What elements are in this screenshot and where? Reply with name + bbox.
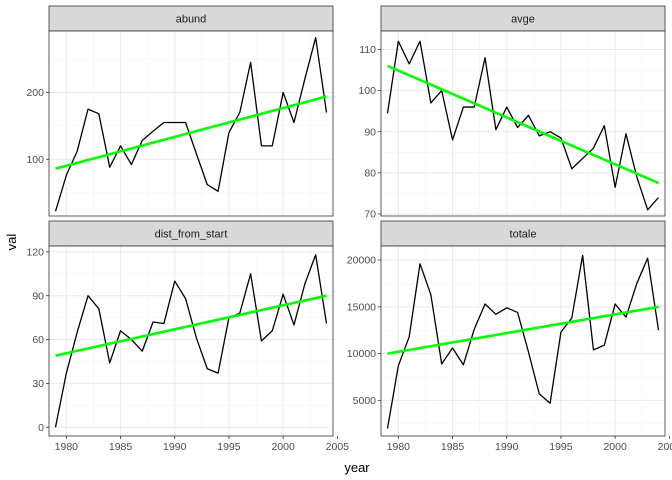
series-line	[54, 37, 328, 212]
trend-line	[55, 95, 327, 170]
series-line	[54, 254, 328, 428]
y-tick-label: 90	[364, 126, 376, 138]
panel-background	[49, 31, 333, 216]
panel-border	[380, 30, 666, 217]
y-tick-label: 110	[359, 44, 376, 56]
facet-label: avge	[511, 14, 535, 26]
y-tick-label: 70	[364, 209, 376, 221]
facet-strip	[48, 5, 334, 32]
panels-layer: abund 100 200 avge 70 80 90 100 110 dist_from_sta…	[26, 5, 672, 453]
x-tick-label: 1980	[55, 441, 79, 453]
x-tick-label: 1995	[217, 441, 241, 453]
y-tick-label: 30	[32, 378, 44, 390]
panel-totale: totale 5000 10000 15000 20000 1980 1985 1990 199…	[347, 220, 672, 453]
trend-line	[55, 294, 327, 357]
x-tick-label: 1985	[441, 441, 465, 453]
y-tick-label: 80	[364, 167, 376, 179]
series-line	[386, 40, 659, 211]
y-tick-label: 100	[26, 154, 44, 166]
y-tick-label: 5000	[353, 395, 377, 407]
x-tick-label: 2005	[658, 441, 672, 453]
y-tick-label: 60	[32, 334, 44, 346]
x-tick-label: 2000	[271, 441, 295, 453]
panel-border	[380, 245, 666, 437]
facet-label: totale	[510, 229, 537, 241]
x-tick-label: 1990	[495, 441, 519, 453]
facet-label: abund	[176, 14, 207, 26]
y-tick-label: 100	[358, 85, 376, 97]
x-tick-label: 1985	[109, 441, 133, 453]
panel-abund: abund 100 200	[26, 5, 334, 217]
panel-avge: avge 70 80 90 100 110	[358, 5, 666, 221]
series-line	[386, 254, 660, 429]
x-tick-label: 1990	[163, 441, 187, 453]
x-tick-label: 1995	[549, 441, 573, 453]
trend-line	[387, 305, 659, 355]
facet-strip	[48, 220, 334, 247]
facet-strip	[380, 220, 666, 247]
panel-border	[48, 245, 334, 437]
panel-background	[49, 246, 333, 436]
panel-dist-from-start: dist_from_start 0 30 60 90 120 1980 1985 1990 199…	[26, 220, 350, 453]
facet-label: dist_from_start	[155, 229, 228, 241]
x-tick-label: 2005	[326, 441, 350, 453]
x-tick-label: 1980	[387, 441, 411, 453]
x-tick-label: 2000	[603, 441, 627, 453]
y-tick-label: 200	[26, 87, 44, 99]
y-tick-label: 90	[32, 290, 44, 302]
trend-line	[386, 64, 660, 185]
panel-background	[381, 246, 665, 436]
panel-border	[48, 30, 334, 217]
y-tick-label: 10000	[347, 348, 376, 360]
x-axis-title: year	[344, 460, 370, 475]
y-tick-label: 20000	[347, 255, 376, 267]
y-axis-title: val	[4, 234, 19, 251]
y-tick-label: 0	[38, 422, 44, 434]
y-tick-label: 15000	[347, 301, 376, 313]
y-tick-label: 120	[26, 246, 44, 258]
